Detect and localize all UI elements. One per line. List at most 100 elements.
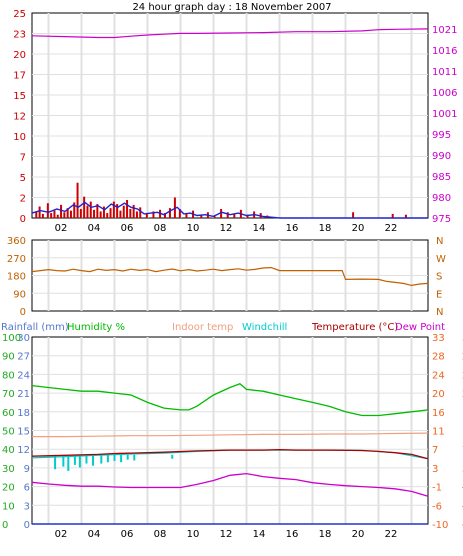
gust-bar xyxy=(246,214,249,218)
x-tick-label: 02 xyxy=(55,223,68,234)
wind-tick-label: 0 xyxy=(20,214,26,225)
gust-bar xyxy=(129,208,132,218)
gust-bar xyxy=(106,213,109,218)
gust-bar xyxy=(46,203,49,218)
dew-point-line xyxy=(31,472,429,497)
gust-bar xyxy=(112,201,115,218)
gust-bar xyxy=(69,210,72,218)
gust-bar xyxy=(99,211,102,218)
wind-tick-label: 7 xyxy=(20,153,26,164)
x-tick-label: 20 xyxy=(352,223,365,234)
temperature-tick-label: 24 xyxy=(432,370,445,381)
rainfall-tick-label: 12 xyxy=(17,445,30,456)
x-tick-label: 20 xyxy=(352,529,365,540)
compass-label: S xyxy=(436,272,442,283)
x-tick-label: 08 xyxy=(154,529,167,540)
humidity-tick-label: 50 xyxy=(2,427,15,438)
x-tick-label: 06 xyxy=(121,223,134,234)
temperature-tick-label: -6 xyxy=(432,501,442,512)
x-tick-label: 04 xyxy=(88,223,101,234)
wind-tick-label: 10 xyxy=(13,132,26,143)
gust-bar xyxy=(226,212,229,218)
gust-bar xyxy=(152,211,155,218)
gust-bar xyxy=(83,196,86,218)
gust-bar xyxy=(200,214,203,218)
indoor-temp-line xyxy=(32,432,429,438)
legend-label: Indoor temp xyxy=(172,322,233,333)
gust-bar xyxy=(139,207,142,218)
direction-tick-label: 360 xyxy=(7,236,26,247)
x-tick-label: 14 xyxy=(253,223,266,234)
gust-bar xyxy=(119,210,122,218)
humidity-tick-label: 80 xyxy=(2,370,15,381)
legend-label: Humidity % xyxy=(67,322,125,333)
rainfall-tick-label: 0 xyxy=(24,520,30,531)
direction-tick-label: 270 xyxy=(7,254,26,265)
x-tick-label: 22 xyxy=(385,529,398,540)
gust-bar xyxy=(352,212,355,218)
rainfall-tick-label: 21 xyxy=(17,389,30,400)
barometer-tick-label: 995 xyxy=(432,130,451,141)
gust-bar xyxy=(233,213,236,218)
gust-bar xyxy=(38,206,41,218)
gust-bar xyxy=(220,208,223,218)
gust-bar xyxy=(96,204,99,218)
gust-bar xyxy=(60,204,63,218)
temperature-tick-label: 20 xyxy=(432,389,445,400)
humidity-tick-label: 10 xyxy=(2,501,15,512)
barometer-tick-label: 1011 xyxy=(432,67,457,78)
gust-bar xyxy=(63,212,66,218)
gust-bar xyxy=(145,213,148,218)
direction-tick-label: 180 xyxy=(7,272,26,283)
humidity-tick-label: 20 xyxy=(2,483,15,494)
barometer-tick-label: 980 xyxy=(432,193,451,204)
direction-tick-label: 0 xyxy=(20,307,26,318)
wind-tick-label: 17 xyxy=(13,71,26,82)
x-tick-label: 14 xyxy=(253,529,266,540)
legend-label: Temperature (°C) xyxy=(311,322,398,333)
direction-line xyxy=(31,266,429,287)
barometer-tick-label: 1001 xyxy=(432,109,457,120)
gust-bar xyxy=(66,208,69,218)
barometer-tick-label: 975 xyxy=(432,214,451,225)
wind-tick-label: 25 xyxy=(13,9,26,20)
wind-tick-label: 5 xyxy=(20,173,26,184)
gust-bar xyxy=(132,204,135,218)
gust-bar xyxy=(168,208,171,218)
humidity-tick-label: 60 xyxy=(2,408,15,419)
gust-bar xyxy=(50,213,53,218)
gust-bar xyxy=(185,213,188,218)
legend-label: Windchill xyxy=(242,322,287,333)
x-tick-label: 06 xyxy=(121,529,134,540)
gust-bar xyxy=(79,208,82,218)
x-tick-label: 10 xyxy=(187,223,200,234)
temperature-line xyxy=(31,448,429,460)
wind-tick-label: 23 xyxy=(13,30,26,41)
temperature-tick-label: 28 xyxy=(432,352,445,363)
legend-label: Rainfall (mm) xyxy=(1,322,69,333)
gust-bar xyxy=(41,213,44,218)
barometer-tick-label: 1006 xyxy=(432,88,457,99)
x-tick-label: 04 xyxy=(88,529,101,540)
humidity-tick-label: 0 xyxy=(2,520,8,531)
x-tick-label: 22 xyxy=(385,223,398,234)
gust-bar xyxy=(86,205,89,218)
wind-tick-label: 12 xyxy=(13,112,26,123)
rainfall-tick-label: 15 xyxy=(17,427,30,438)
compass-label: N xyxy=(436,236,443,247)
x-tick-label: 18 xyxy=(319,223,332,234)
temperature-tick-label: 16 xyxy=(432,408,445,419)
rainfall-tick-label: 9 xyxy=(24,464,30,475)
temperature-tick-label: 33 xyxy=(432,333,445,344)
gust-bar xyxy=(122,205,125,218)
humidity-tick-label: 100 xyxy=(2,333,21,344)
x-tick-label: 10 xyxy=(187,529,200,540)
gust-bar xyxy=(35,211,38,218)
wind-tick-label: 20 xyxy=(13,50,26,61)
x-tick-label: 16 xyxy=(286,529,299,540)
gust-bar xyxy=(126,199,129,218)
x-tick-label: 12 xyxy=(220,223,233,234)
rainfall-tick-label: 24 xyxy=(17,370,30,381)
compass-label: E xyxy=(436,289,442,300)
